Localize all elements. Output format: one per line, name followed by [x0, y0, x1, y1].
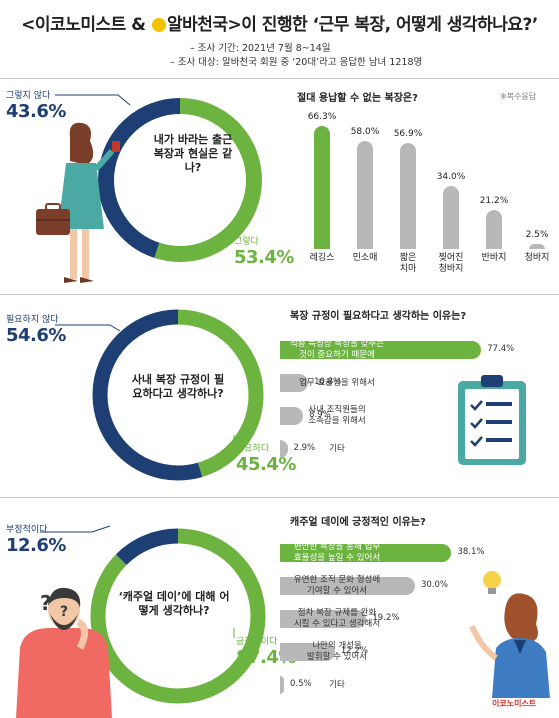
- ampersand: &: [125, 15, 151, 35]
- bar: [529, 244, 545, 249]
- bar-category-label: 기타: [329, 443, 345, 454]
- no-percentage: 12.6%: [6, 535, 66, 556]
- bar-value-label: 56.9%: [393, 129, 423, 140]
- bar: [280, 643, 335, 661]
- bar-value-label: 58.0%: [350, 127, 380, 138]
- question-text: 사내 복장 규정이 필요하다고 생각하나?: [131, 373, 225, 400]
- yes-percentage: 45.4%: [236, 454, 296, 475]
- section-1: 그렇지 않다 43.6% 내가 바라는 출근 복장과 현실은 같나? 그렇다 5…: [0, 79, 559, 294]
- divider: [0, 294, 559, 295]
- chart-title: 캐주얼 데이에 긍정적인 이유는?: [290, 517, 426, 528]
- callout-line: [40, 525, 111, 533]
- bar-category-label: 편안한 복장을 통해 업무 효율성을 높일 수 있어서: [293, 542, 381, 563]
- bar-category-label: 찢어진 청바지: [438, 253, 464, 274]
- no-label: 그렇지 않다: [6, 91, 51, 101]
- callout-line: [55, 324, 121, 332]
- bar-value-label: 66.3%: [307, 111, 337, 122]
- divider: [0, 78, 559, 79]
- section-2-donut: [55, 309, 264, 481]
- bar-value-label: 38.1%: [457, 547, 485, 557]
- bar-category-label: 레깅스: [309, 253, 335, 263]
- yes-label: 필요하다: [236, 444, 270, 454]
- bar-category-label: 사내 조직원들의 소속감을 위해서: [308, 405, 366, 426]
- bar-category-label: 민소매: [352, 253, 378, 263]
- bar-value-label: 2.5%: [525, 230, 549, 241]
- bar-value-label: 10.8%: [314, 377, 342, 387]
- yes-label: 그렇다: [234, 237, 259, 247]
- bar: [280, 544, 452, 562]
- no-percentage: 43.6%: [6, 101, 66, 122]
- chart-title: 절대 용납할 수 없는 복장은?: [297, 93, 418, 104]
- donut-slice-negative: [98, 98, 262, 262]
- yes-percentage: 53.4%: [234, 247, 294, 268]
- bar: [357, 141, 373, 249]
- bar: [280, 440, 288, 458]
- no-percentage: 54.6%: [6, 325, 66, 346]
- divider: [0, 497, 559, 498]
- survey-period: – 조사 기간: 2021년 7월 8~14일: [190, 43, 331, 54]
- question-mark-icon: ?: [40, 591, 52, 615]
- albachunguk-logo-icon: [151, 18, 166, 32]
- woman-with-lightbulb-illustration: [469, 571, 550, 698]
- section-2: 필요하지 않다 54.6% 사내 복장 규정이 필요하다고 생각하나? 필요하다…: [0, 295, 559, 497]
- title-rest: >이 진행한 ‘근무 복장, 어떻게 생각하나요?’: [227, 15, 539, 35]
- callout-line: [55, 94, 131, 106]
- bar-category-label: 점차 복장 규제를 완화 시킬 수 있다고 생각해서: [293, 608, 381, 629]
- brand-albachunguk: 알바천국: [166, 15, 228, 35]
- header: <이코노미스트 & 알바천국>이 진행한 ‘근무 복장, 어떻게 생각하나요?’…: [0, 0, 559, 76]
- bar: [400, 143, 416, 249]
- svg-text:?: ?: [60, 604, 68, 620]
- footer-brand: 이코노미스트: [492, 699, 537, 708]
- no-label: 필요하지 않다: [6, 315, 59, 325]
- bar-category-label: 업무 효율성을 위해서: [299, 377, 375, 388]
- bar-chart-forbidden-attire: 66.3% 레깅스 58.0% 민소매 56.9% 짧은 치마 34.0% 찢어진 청바지 21.2…: [290, 79, 559, 294]
- bar-value-label: 21.2%: [479, 195, 509, 206]
- bar-category-label: 청바지: [524, 253, 550, 263]
- bar: [314, 125, 330, 249]
- man-illustration: ? ?: [16, 587, 112, 718]
- bar-value-label: 2.9%: [293, 443, 316, 453]
- bar-chart-casual-day-reasons: 편안한 복장을 통해 업무 효율성을 높일 수 있어서 38.1% 유연한 조직 문화…: [270, 498, 559, 718]
- bar-value-label: 30.0%: [421, 580, 449, 590]
- bar-category-label: 기타: [329, 679, 345, 690]
- bar-value-label: 34.0%: [436, 171, 466, 182]
- bar: [280, 610, 367, 628]
- bar: [280, 341, 482, 359]
- section-1-donut: [36, 94, 262, 283]
- question-text: 내가 바라는 출근 복장과 현실은 같나?: [153, 133, 233, 174]
- bar-category-label: 나만의 개성을 발휘할 수 있어서: [306, 641, 368, 662]
- bar-value-label: 8.9%: [309, 410, 331, 420]
- bar-value-label: 0.5%: [290, 679, 312, 689]
- bar-value-label: 12.2%: [340, 646, 368, 656]
- no-label: 부정적이다: [6, 525, 48, 535]
- bar: [280, 577, 415, 595]
- brand-economist: 이코노미스트: [34, 15, 126, 35]
- bar: [486, 209, 502, 249]
- donut-slice-negative: [92, 309, 264, 481]
- bar-chart-dress-code-reasons: 직종 특성상 복장을 갖추는 것이 중요하기 때문에 77.4% 업무 효율성을 위해…: [270, 295, 559, 497]
- bar: [280, 374, 309, 392]
- donut-slice-negative: [90, 528, 266, 704]
- bar-value-label: 77.4%: [487, 344, 515, 354]
- section-3-donut: ? ?: [16, 525, 266, 718]
- bar-category-label: 짧은 치마: [399, 253, 417, 274]
- bar: [280, 676, 284, 694]
- bar-category-label: 유연한 조직 문화 형성에 기여할 수 있어서: [293, 575, 381, 596]
- lightbulb-icon: [483, 571, 501, 589]
- bar-category-label: 직종 특성상 복장을 갖추는 것이 중요하기 때문에: [289, 339, 385, 360]
- yes-label: 긍정적이다: [236, 637, 278, 647]
- bar-category-label: 반바지: [481, 253, 507, 263]
- section-3: ? ? 부정적이다 12.6% ‘캐주얼 데이’에 대해 어떻게 생각하나? 긍…: [0, 498, 559, 718]
- bar: [280, 407, 304, 425]
- survey-target: – 조사 대상: 알바천국 회원 중 ‘20대’라고 응답한 남녀 1218명: [170, 57, 423, 68]
- woman-illustration: [36, 122, 120, 283]
- bar-value-label: 19.2%: [372, 613, 400, 623]
- question-text: ‘캐주얼 데이’에 대해 어떻게 생각하나?: [118, 590, 230, 617]
- note-multiple-response: ※복수응답: [500, 92, 537, 101]
- chart-title: 복장 규정이 필요하다고 생각하는 이유는?: [290, 311, 467, 322]
- clipboard-icon: [458, 375, 526, 465]
- page-title: <이코노미스트 & 알바천국>이 진행한 ‘근무 복장, 어떻게 생각하나요?’: [21, 15, 539, 35]
- bar: [443, 185, 459, 249]
